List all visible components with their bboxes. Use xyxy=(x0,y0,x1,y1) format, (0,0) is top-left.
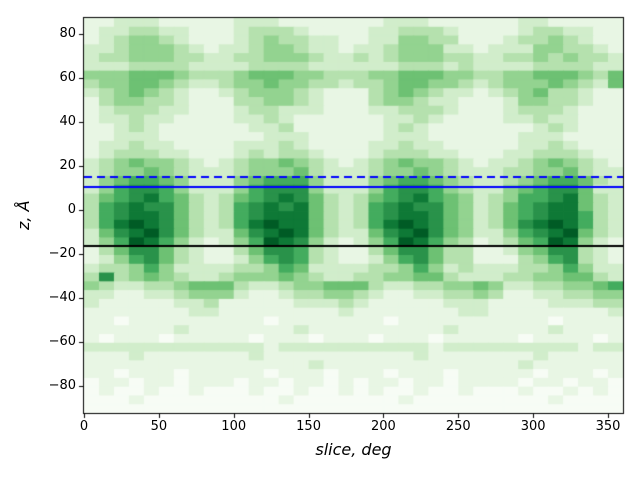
x-tick-label: 0 xyxy=(79,419,89,434)
x-tick-label: 150 xyxy=(296,419,321,434)
y-tick-label: 20 xyxy=(59,158,76,174)
x-tick-label: 250 xyxy=(445,419,471,434)
x-tick-label: 50 xyxy=(150,419,168,434)
x-tick-label: 100 xyxy=(221,419,247,434)
y-axis-label: z, Å xyxy=(14,200,33,230)
x-tick-label: 200 xyxy=(371,419,396,434)
y-tick-label: 80 xyxy=(59,26,76,42)
x-tick-label: 350 xyxy=(595,419,621,434)
y-tick-label: 40 xyxy=(59,114,76,130)
y-tick-label: 60 xyxy=(59,70,76,86)
y-tick-label: −60 xyxy=(48,333,76,349)
y-tick-label: −80 xyxy=(48,377,76,393)
y-tick-label: 0 xyxy=(67,202,76,217)
y-tick-label: −20 xyxy=(48,245,76,261)
x-tick-label: 300 xyxy=(520,419,546,434)
y-tick-label: −40 xyxy=(48,289,76,305)
x-axis-label: slice, deg xyxy=(315,440,392,459)
